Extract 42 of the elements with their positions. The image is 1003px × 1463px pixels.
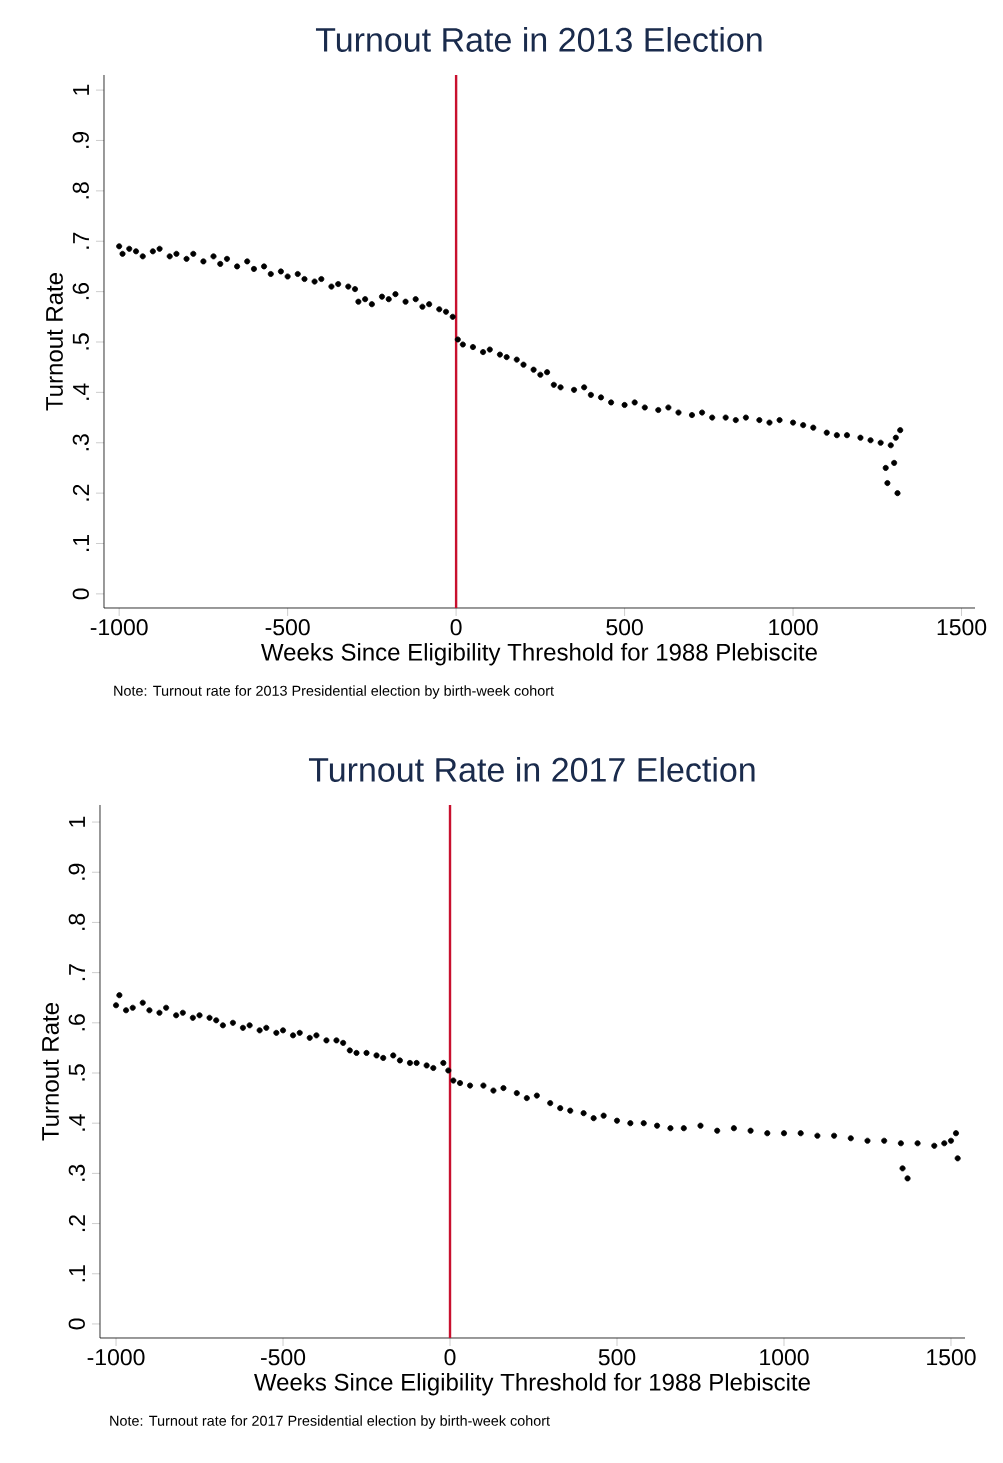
x-tick-label: -1000 bbox=[90, 619, 148, 636]
y-tick-label: .9 bbox=[68, 863, 85, 880]
x-tick-label: -500 bbox=[265, 619, 310, 636]
y-tick-label: .7 bbox=[69, 964, 85, 981]
y-axis-title: Turnout Rate bbox=[46, 273, 63, 411]
y-tick-label: .9 bbox=[72, 131, 89, 148]
y-tick-label: .7 bbox=[73, 232, 89, 249]
y-tick-label: 1 bbox=[73, 84, 89, 95]
y-tick-label: .1 bbox=[73, 535, 89, 551]
x-axis-title: Weeks Since Eligibility Threshold for 1988 Plebiscite bbox=[261, 643, 817, 666]
x-tick-label: 0 bbox=[444, 1349, 456, 1366]
x-tick-label: 1000 bbox=[760, 1349, 809, 1366]
x-tick-label: 500 bbox=[598, 1349, 636, 1366]
y-tick-label: .1 bbox=[69, 1265, 85, 1282]
x-tick-label: -500 bbox=[261, 1349, 306, 1366]
text: Note: Turnout rate for 2017 Presidential election by birth-week cohort bbox=[110, 1415, 550, 1429]
x-tick-label: 1000 bbox=[769, 619, 818, 636]
x-tick-label: 0 bbox=[450, 619, 462, 636]
y-tick-label: .5 bbox=[68, 1064, 85, 1081]
y-tick-label: .2 bbox=[68, 1215, 85, 1232]
x-tick-label: 500 bbox=[606, 619, 643, 636]
y-tick-label: .5 bbox=[72, 333, 89, 350]
chart-title: Turnout Rate in 2017 Election bbox=[308, 756, 755, 782]
y-tick-label: .2 bbox=[72, 484, 89, 501]
y-tick-label: .8 bbox=[72, 182, 89, 199]
y-tick-label: .3 bbox=[72, 434, 89, 451]
y-tick-label: 0 bbox=[72, 588, 89, 600]
y-tick-label: .6 bbox=[68, 1014, 85, 1031]
chart-title: Turnout Rate in 2013 Election bbox=[315, 26, 762, 52]
y-axis-title: Turnout Rate bbox=[42, 1003, 59, 1141]
text: Note: Turnout rate for 2013 Presidential election by birth-week cohort bbox=[114, 685, 554, 699]
x-axis-title: Weeks Since Eligibility Threshold for 1988 Plebiscite bbox=[254, 1373, 810, 1396]
y-tick-label: .8 bbox=[68, 913, 85, 930]
y-tick-label: .4 bbox=[73, 383, 89, 400]
y-tick-label: .3 bbox=[68, 1164, 85, 1181]
x-tick-label: 1500 bbox=[927, 1349, 976, 1366]
y-tick-label: .6 bbox=[72, 283, 89, 300]
y-tick-label: 1 bbox=[69, 816, 85, 827]
y-tick-label: 0 bbox=[68, 1318, 85, 1330]
y-tick-label: .4 bbox=[69, 1114, 85, 1131]
x-tick-label: 1500 bbox=[937, 619, 987, 636]
x-tick-label: -1000 bbox=[87, 1349, 145, 1366]
